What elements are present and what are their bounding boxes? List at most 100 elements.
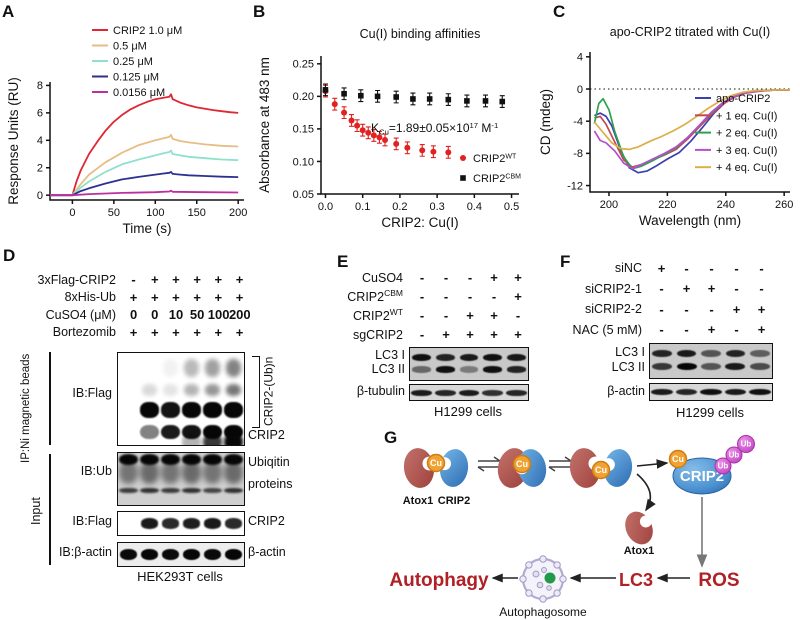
- blot-band: [458, 389, 480, 396]
- blot-band: [118, 453, 139, 465]
- atox1-release-arrow: [636, 473, 656, 512]
- ub-icon: Ub: [725, 446, 743, 464]
- blot-band: [435, 353, 455, 362]
- blot-band: [140, 402, 159, 418]
- condition-value: +: [442, 327, 450, 342]
- data-point: [430, 148, 437, 155]
- blot-band: [412, 353, 432, 362]
- svg-text:-8: -8: [573, 148, 583, 160]
- atox1-released-label: Atox1: [624, 545, 655, 557]
- blot-band: [161, 487, 180, 494]
- svg-text:220: 220: [658, 199, 676, 211]
- blot-band: [183, 383, 200, 396]
- blot-band: [182, 433, 201, 445]
- condition-value: +: [682, 281, 691, 297]
- condition-value: +: [757, 322, 766, 338]
- spr-sensorgram-chart: 0 50 100 150 200 0 2 4 6 8 Time (s) Response Units …: [6, 25, 247, 236]
- svg-text:200: 200: [229, 207, 247, 219]
- condition-value: +: [214, 324, 223, 340]
- condition-label: CuSO4 (μM): [45, 307, 116, 322]
- condition-label: 3xFlag-CRIP2: [37, 272, 117, 287]
- condition-value: +: [235, 289, 244, 305]
- svg-text:Cu: Cu: [430, 458, 442, 468]
- condition-value: +: [214, 272, 223, 288]
- blot-band: [203, 487, 222, 494]
- data-point: [404, 144, 411, 151]
- condition-value: +: [757, 301, 766, 317]
- x-axis-label: Wavelength (nm): [639, 213, 741, 228]
- blot-band: [202, 453, 223, 465]
- legend-entry: CRIP2 1.0 μM: [113, 25, 182, 37]
- legend-entry: 0.5 μM: [113, 41, 147, 53]
- ib-ub-label: IB:Ub: [80, 464, 112, 478]
- condition-label: CuSO4: [362, 270, 403, 285]
- condition-value: +: [490, 327, 498, 342]
- condition-row: CRIP2WT - - + + -: [336, 306, 530, 325]
- ubiquitin-proteins-label-1: Ubiqitin: [248, 455, 290, 469]
- condition-value: +: [235, 324, 244, 340]
- e-tubulin-label: β-tubulin: [356, 384, 405, 398]
- input-group-label: Input: [29, 497, 43, 525]
- atox1-released-shape: [625, 511, 653, 545]
- blot-band: [140, 548, 159, 561]
- condition-value: +: [172, 289, 180, 305]
- data-point: [322, 87, 329, 93]
- ip-group-label: IP:Ni magnetic beads: [20, 353, 32, 463]
- lc3-label: LC3: [619, 570, 653, 590]
- x-axis-label: Time (s): [123, 221, 172, 236]
- condition-label: Bortezomib: [52, 325, 116, 340]
- data-point: [445, 149, 452, 156]
- blot-band: [119, 487, 138, 494]
- svg-text:0.4: 0.4: [467, 201, 482, 213]
- svg-text:Cu: Cu: [516, 459, 528, 469]
- condition-value: -: [734, 322, 739, 338]
- svg-text:0.15: 0.15: [293, 124, 314, 136]
- blot-band: [162, 518, 179, 529]
- panel-label-d: D: [3, 246, 16, 265]
- blot-band: [412, 366, 432, 373]
- legend-entry: + 4 eq. Cu(I): [716, 162, 777, 174]
- condition-row: siCRIP2-1 - + + - -: [558, 279, 774, 300]
- data-point: [419, 147, 426, 154]
- condition-value: +: [193, 289, 201, 305]
- condition-value: -: [443, 289, 449, 304]
- input-actin-blot: [117, 542, 245, 567]
- legend-entry: 0.25 μM: [113, 56, 153, 68]
- to-crip2-arrow: [636, 459, 669, 469]
- blot-band: [459, 353, 479, 362]
- data-point: [354, 122, 361, 129]
- series-line: [50, 170, 239, 197]
- blot-band: [700, 388, 722, 396]
- svg-text:4: 4: [577, 52, 583, 64]
- condition-label: CRIP2WT: [352, 307, 403, 324]
- svg-text:0.25: 0.25: [293, 59, 314, 71]
- e-h1299-cells-label: H1299 cells: [434, 404, 502, 419]
- data-point: [374, 93, 381, 100]
- condition-value: +: [172, 272, 180, 288]
- blot-band: [675, 388, 698, 396]
- input-flag-blot: [117, 511, 245, 536]
- condition-row: CRIP2CBM - - - - +: [336, 287, 530, 306]
- data-point: [359, 127, 366, 134]
- blot-band: [141, 383, 158, 396]
- ib-flag-label: IB:Flag: [72, 386, 112, 400]
- data-point: [410, 96, 416, 102]
- condition-value: +: [172, 324, 180, 340]
- svg-text:200: 200: [600, 199, 618, 211]
- input-ub-blot: [117, 452, 245, 506]
- blot-band: [161, 424, 180, 440]
- legend-entry: CRIP2CBM: [473, 173, 521, 185]
- blot-band: [161, 461, 180, 485]
- input-group-line: [49, 454, 51, 565]
- condition-value: +: [732, 301, 741, 317]
- f-actin-label: β-actin: [607, 384, 645, 398]
- data-point: [358, 92, 364, 99]
- blot-band: [652, 362, 673, 371]
- blot-band: [204, 383, 221, 396]
- blot-band: [204, 358, 221, 377]
- blot-band: [181, 453, 202, 465]
- svg-text:100: 100: [146, 207, 164, 219]
- svg-text:0.0: 0.0: [318, 201, 333, 213]
- svg-text:8: 8: [37, 80, 43, 92]
- autophagosome-icon: [519, 555, 567, 603]
